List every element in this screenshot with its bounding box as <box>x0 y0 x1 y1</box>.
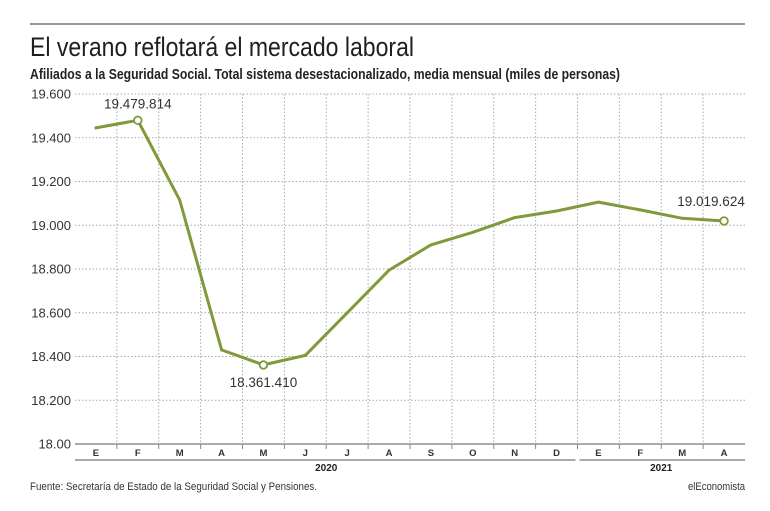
data-label: 18.361.410 <box>230 375 298 390</box>
y-tick-label: 18.200 <box>31 393 71 408</box>
gridlines <box>75 93 745 444</box>
y-axis: 19.600 19.400 19.200 19.000 18.800 18.600 18.4… <box>31 87 71 452</box>
x-tick-label: O <box>469 448 476 459</box>
data-label: 19.479.814 <box>104 96 172 111</box>
x-tick-label: E <box>93 448 99 459</box>
data-point <box>429 243 433 247</box>
x-tick-label: M <box>176 448 184 459</box>
x-tick-label: A <box>721 448 728 459</box>
series-line <box>94 118 726 367</box>
data-point <box>178 198 182 202</box>
data-point <box>303 353 307 357</box>
data-point <box>555 209 559 213</box>
data-point <box>94 126 98 130</box>
x-tick-label: S <box>428 448 434 459</box>
data-annotations: 19.479.814 18.361.410 19.019.624 <box>104 96 745 390</box>
data-point <box>471 230 475 234</box>
data-point-marker <box>133 115 143 125</box>
source-note: Fuente: Secretaría de Estado de la Segur… <box>30 481 317 493</box>
y-tick-label: 18.00 <box>38 437 71 452</box>
x-tick-label: F <box>637 448 643 459</box>
year-label: 2021 <box>650 463 673 474</box>
data-point <box>680 216 684 220</box>
data-point <box>513 216 517 220</box>
y-tick-label: 19.400 <box>31 130 71 145</box>
chart-title: El verano reflotará el mercado laboral <box>30 32 414 62</box>
data-point <box>596 200 600 204</box>
x-tick-label: M <box>259 448 267 459</box>
data-point <box>387 268 391 272</box>
x-tick-label: A <box>386 448 393 459</box>
data-point-marker <box>258 360 269 370</box>
x-tick-label: N <box>511 448 518 459</box>
x-tick-label: F <box>135 448 141 459</box>
y-tick-label: 19.600 <box>31 87 71 102</box>
x-tick-label: D <box>553 448 560 459</box>
brand-name: elEconomista <box>688 481 746 493</box>
x-tick-label: E <box>595 448 601 459</box>
series-affiliates <box>94 115 729 370</box>
data-point <box>638 208 642 212</box>
y-tick-label: 19.200 <box>31 174 71 189</box>
data-label: 19.019.624 <box>677 194 745 209</box>
x-tick-label: J <box>303 448 308 459</box>
data-point <box>345 311 349 315</box>
y-tick-label: 18.600 <box>31 305 71 320</box>
x-axis: E F M A M J J A S O N D E F M A 2020 2021 <box>75 443 745 474</box>
x-tick-label: M <box>678 448 686 459</box>
chart-subtitle: Afiliados a la Seguridad Social. Total s… <box>30 67 620 83</box>
data-point <box>220 348 224 352</box>
y-tick-label: 19.000 <box>31 218 71 233</box>
y-tick-label: 18.800 <box>31 262 71 277</box>
y-tick-label: 18.400 <box>31 349 71 364</box>
x-tick-label: A <box>218 448 225 459</box>
data-point-marker <box>719 216 729 226</box>
year-label: 2020 <box>315 463 338 474</box>
x-tick-label: J <box>345 448 350 459</box>
